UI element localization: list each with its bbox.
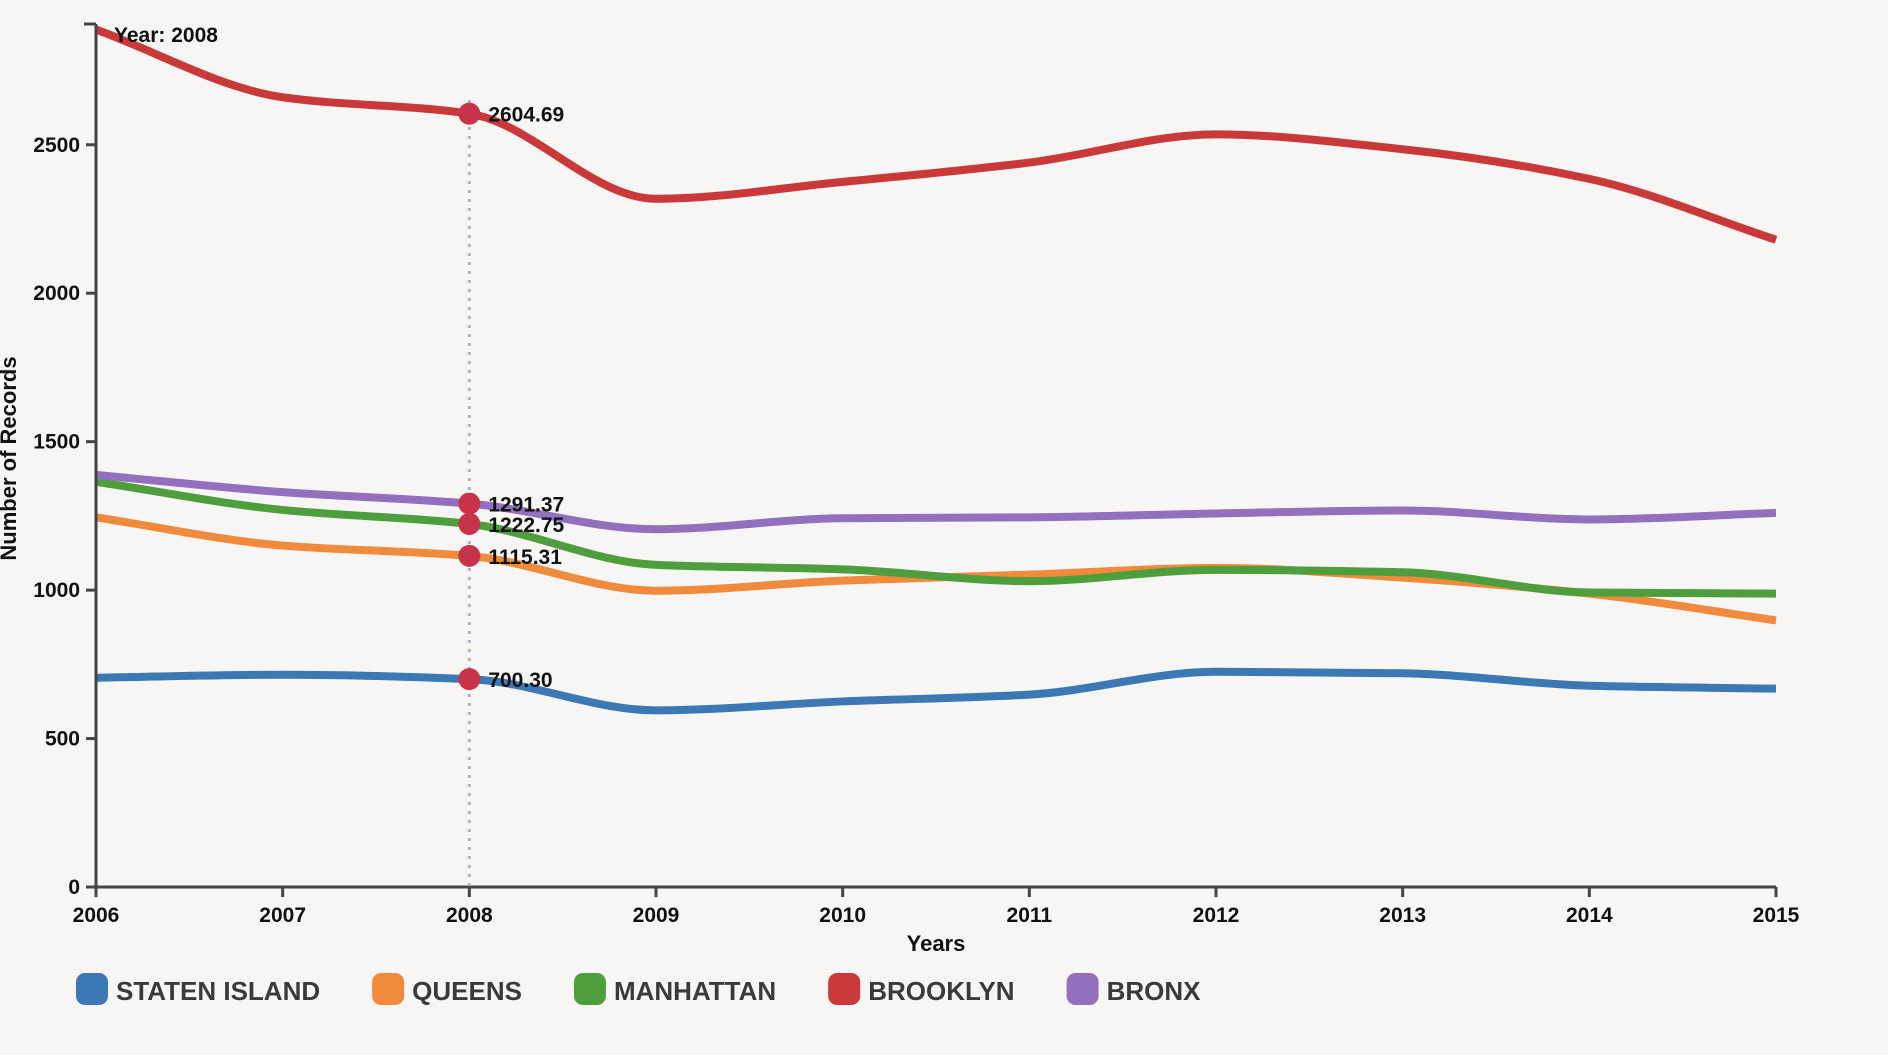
x-tick-label: 2015 [1753, 904, 1800, 927]
x-tick-label: 2014 [1566, 904, 1613, 927]
hover-value-label: 700.30 [488, 669, 552, 692]
x-tick-label: 2010 [819, 904, 866, 927]
legend-swatch [76, 973, 108, 1005]
legend-label: BROOKLYN [868, 976, 1014, 1006]
legend-label: STATEN ISLAND [116, 976, 320, 1006]
legend-label: MANHATTAN [614, 976, 776, 1006]
hover-value-label: 1222.75 [488, 514, 564, 537]
hover-value-label: 1115.31 [488, 546, 562, 569]
series-lines [94, 25, 1778, 715]
legend-swatch [828, 973, 861, 1005]
series-line-bronx[interactable] [95, 470, 1777, 534]
hover-point-marker [458, 668, 481, 691]
x-tick-label: 2013 [1379, 904, 1426, 927]
y-tick-label: 1000 [33, 579, 80, 602]
legend-item-manhattan[interactable]: MANHATTAN [573, 973, 776, 1006]
x-tick-label: 2012 [1193, 904, 1240, 927]
hover-value-label: 1291.37 [488, 494, 564, 517]
x-tick-label: 2007 [259, 904, 306, 927]
legend-item-staten-island[interactable]: STATEN ISLAND [76, 973, 320, 1006]
x-tick-label: 2009 [633, 904, 680, 927]
x-tick-label: 2008 [446, 904, 493, 927]
hover-year-label: Year: 2008 [114, 24, 218, 47]
legend-swatch [573, 973, 606, 1005]
x-tick-label: 2011 [1007, 904, 1053, 927]
series-line-brooklyn[interactable] [94, 25, 1778, 244]
legend-label: BRONX [1107, 976, 1202, 1006]
series-line-staten-island[interactable] [95, 667, 1777, 715]
y-tick-label: 2000 [33, 282, 80, 305]
hover-value-label: 2604.69 [488, 104, 564, 127]
y-tick-label: 1500 [33, 431, 80, 454]
y-tick-label: 500 [45, 728, 80, 751]
legend-item-brooklyn[interactable]: BROOKLYN [828, 973, 1015, 1006]
y-axis-title: Number of Records [0, 356, 21, 560]
x-axis-title: Years [907, 931, 966, 956]
legend-swatch [1066, 973, 1099, 1005]
legend-item-queens[interactable]: QUEENS [372, 973, 522, 1006]
hover-point-marker [458, 544, 481, 567]
hover-point-marker [458, 102, 481, 125]
legend-item-bronx[interactable]: BRONX [1066, 973, 1202, 1006]
hover-point-marker [458, 492, 481, 515]
legend-swatch [372, 973, 405, 1005]
series-line-manhattan[interactable] [95, 477, 1777, 598]
legend-label: QUEENS [412, 976, 522, 1006]
axes: 0 500 1000 1500 2000 2500 2006 2007 2008 2009 2010… [0, 22, 1800, 956]
hover-point-marker [458, 512, 481, 535]
y-tick-label: 0 [68, 876, 80, 899]
legend: STATEN ISLAND QUEENS MANHATTAN BROOKLYN BRON… [76, 973, 1201, 1006]
x-tick-label: 2006 [73, 904, 120, 927]
y-tick-label: 2500 [33, 134, 80, 157]
series-line-queens[interactable] [95, 513, 1777, 625]
